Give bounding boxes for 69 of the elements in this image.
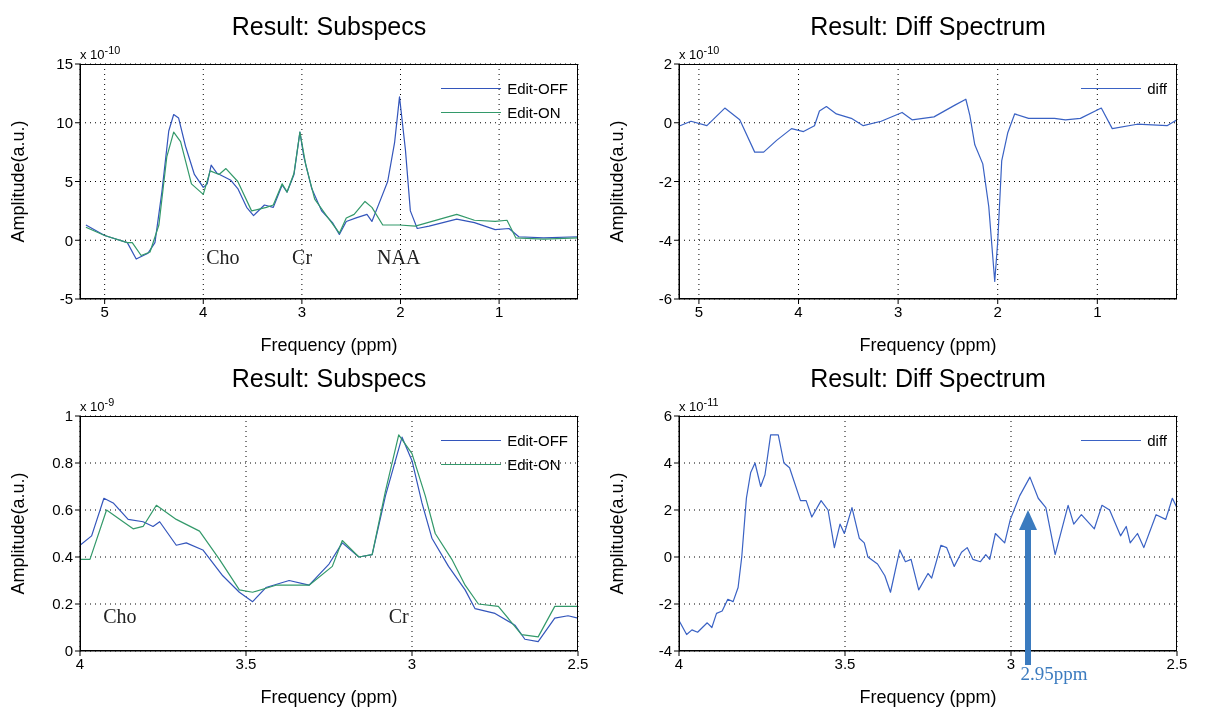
chart-title: Result: Diff Spectrum (809, 364, 1047, 393)
y-axis-title: Amplitude(a.u.) (607, 120, 628, 243)
y-tick-label: 0 (663, 548, 672, 566)
x-tick-label: 3 (1006, 654, 1016, 672)
x-tick-label: 1 (494, 302, 504, 320)
y-tick-label: -4 (658, 642, 672, 660)
x-tick-label: 4 (199, 302, 208, 320)
x-tick-label: 2 (993, 302, 1002, 320)
x-tick-label: 4 (75, 654, 85, 672)
y-tick-label: 2 (663, 55, 672, 73)
y-tick-label: 6 (663, 407, 672, 425)
x-tick-label: 1 (1093, 302, 1102, 320)
x-tick-label: 3 (297, 302, 307, 320)
y-tick-label: 5 (64, 172, 73, 190)
y-tick-label: 1 (64, 407, 73, 425)
chart-title: Result: Diff Spectrum (809, 12, 1047, 41)
x-tick-label: 3.5 (834, 654, 856, 672)
y-tick-label: 0.4 (52, 548, 73, 566)
x-tick-label: 5 (694, 302, 704, 320)
legend-label: Edit-ON (507, 455, 561, 473)
x-tick-label: 2.5 (1166, 654, 1188, 672)
annotation: NAA (377, 245, 421, 269)
x-axis-title: Frequency (ppm) (859, 335, 997, 355)
y-tick-label: 0.2 (52, 595, 73, 613)
x-tick-label: 3 (893, 302, 903, 320)
text: x 10$^{-9}$ (80, 396, 115, 415)
y-tick-label: -2 (658, 172, 672, 190)
legend-label: Edit-OFF (507, 431, 568, 449)
y-tick-label: 15 (56, 55, 73, 73)
x-tick-label: 4 (794, 302, 803, 320)
chart-title: Result: Subspecs (230, 12, 428, 41)
y-tick-label: 10 (56, 114, 73, 132)
annotation: Cr (388, 604, 409, 628)
legend-label: Edit-OFF (507, 79, 568, 97)
y-axis-title: Amplitude(a.u.) (607, 472, 628, 595)
y-tick-label: 0 (663, 114, 672, 132)
x-tick-label: 4 (674, 654, 684, 672)
x-tick-label: 2 (396, 302, 405, 320)
x-tick-label: 5 (100, 302, 109, 320)
legend-label: diff (1147, 79, 1167, 97)
text: x 10$^{-10}$ (80, 44, 121, 63)
x-axis-title: Frequency (ppm) (859, 687, 997, 707)
line-series (679, 98, 1177, 282)
y-tick-label: -4 (658, 231, 672, 249)
y-axis-title: Amplitude(a.u.) (8, 120, 29, 243)
text: x 10$^{-11}$ (679, 396, 719, 415)
legend-label: Edit-ON (507, 103, 561, 121)
legend-label: diff (1147, 431, 1167, 449)
annotation: Cr (292, 245, 313, 269)
x-axis-title: Frequency (ppm) (260, 687, 398, 707)
y-tick-label: 0 (64, 231, 73, 249)
x-tick-label: 3 (407, 654, 417, 672)
y-tick-label: -6 (658, 290, 672, 308)
y-tick-label: -5 (59, 290, 73, 308)
x-tick-label: 3.5 (235, 654, 257, 672)
x-tick-label: 2.5 (567, 654, 589, 672)
y-tick-label: 2 (663, 501, 672, 519)
x-axis-title: Frequency (ppm) (260, 335, 398, 355)
y-tick-label: 0.8 (52, 454, 73, 472)
y-axis-title: Amplitude(a.u.) (8, 472, 29, 595)
y-tick-label: -2 (658, 595, 672, 613)
chart-title: Result: Subspecs (230, 364, 428, 393)
text: x 10$^{-10}$ (679, 44, 720, 63)
text: 2.95ppm (1020, 663, 1088, 685)
y-tick-label: 0 (64, 642, 73, 660)
annotation: Cho (206, 245, 240, 269)
annotation: Cho (103, 604, 137, 628)
y-tick-label: 0.6 (52, 501, 73, 519)
y-tick-label: 4 (663, 454, 672, 472)
